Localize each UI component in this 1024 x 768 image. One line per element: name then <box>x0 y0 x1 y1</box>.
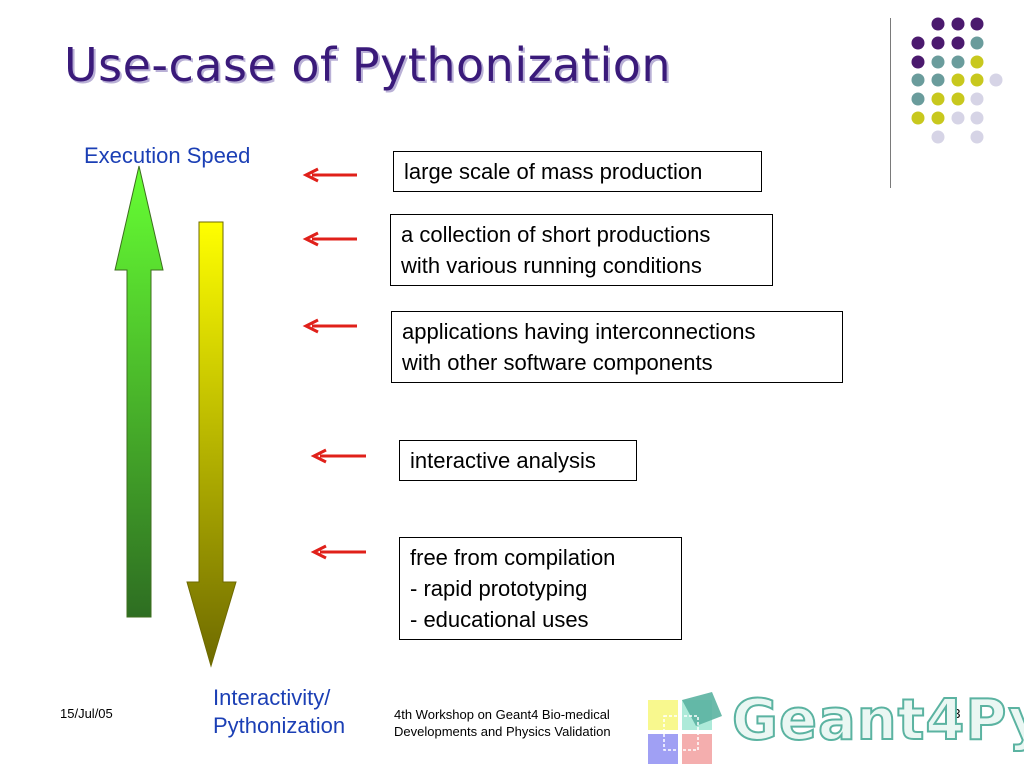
decorative-dot <box>951 17 965 31</box>
use-case-box: large scale of mass production <box>393 151 762 192</box>
execution-speed-arrow <box>114 165 164 618</box>
decorative-dot <box>951 73 965 87</box>
page-title: Use-case of Pythonization <box>64 38 672 92</box>
decorative-dot <box>911 55 925 69</box>
decorative-dot <box>911 92 925 106</box>
footer-date: 15/Jul/05 <box>60 706 113 721</box>
decorative-dot <box>931 73 945 87</box>
decorative-dot <box>970 92 984 106</box>
decorative-dot <box>931 55 945 69</box>
use-case-text: free from compilation <box>410 545 616 570</box>
geant4py-logo-text: Geant4Py <box>731 687 1024 754</box>
decorative-dot <box>989 73 1003 87</box>
decorative-dot <box>951 92 965 106</box>
interactivity-arrow <box>186 221 237 668</box>
decorative-dot <box>911 73 925 87</box>
decorative-dot <box>951 36 965 50</box>
decorative-dot <box>931 92 945 106</box>
title-divider-line <box>890 18 891 188</box>
use-case-text: with various running conditions <box>401 253 702 278</box>
interactivity-label: Interactivity/ Pythonization <box>213 685 346 738</box>
page-number: 13 <box>946 706 961 721</box>
decorative-dot <box>970 111 984 125</box>
marker-arrow <box>310 544 366 560</box>
decorative-dot <box>911 111 925 125</box>
decorative-dot <box>931 36 945 50</box>
decorative-dot <box>931 17 945 31</box>
use-case-text: - rapid prototyping <box>410 576 588 601</box>
use-case-box: interactive analysis <box>399 440 637 481</box>
decorative-dot-grid <box>911 17 1003 144</box>
marker-arrow <box>302 167 357 183</box>
decorative-dot <box>931 130 945 144</box>
decorative-dot <box>970 17 984 31</box>
use-case-text: interactive analysis <box>410 448 596 473</box>
use-case-text: a collection of short productions <box>401 222 711 247</box>
marker-arrow <box>302 231 357 247</box>
use-case-box: applications having interconnections wit… <box>391 311 843 383</box>
decorative-dot <box>911 36 925 50</box>
execution-speed-label: Execution Speed <box>84 143 251 168</box>
decorative-dot <box>951 111 965 125</box>
use-case-text: - educational uses <box>410 607 589 632</box>
decorative-dot <box>970 73 984 87</box>
decorative-dot <box>970 130 984 144</box>
marker-arrow <box>302 318 357 334</box>
use-case-text: applications having interconnections <box>402 319 756 344</box>
use-case-text: with other software components <box>402 350 713 375</box>
use-case-text: large scale of mass production <box>404 159 703 184</box>
decorative-dot <box>951 55 965 69</box>
decorative-dot <box>970 55 984 69</box>
decorative-dot <box>970 36 984 50</box>
use-case-box: free from compilation - rapid prototypin… <box>399 537 682 640</box>
decorative-dot <box>931 111 945 125</box>
marker-arrow <box>310 448 366 464</box>
use-case-box: a collection of short productions with v… <box>390 214 773 286</box>
footer-event: 4th Workshop on Geant4 Bio-medical Devel… <box>394 707 611 739</box>
